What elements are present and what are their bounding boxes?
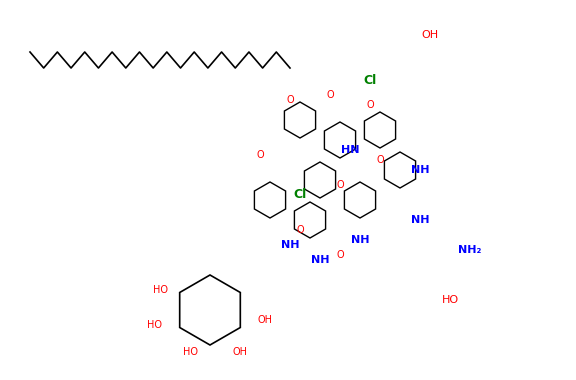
Text: HO: HO [441, 295, 458, 305]
Text: HN: HN [341, 145, 359, 155]
Text: NH: NH [351, 235, 369, 245]
Text: O: O [336, 180, 344, 190]
Text: NH₂: NH₂ [458, 245, 482, 255]
Text: NH: NH [310, 255, 329, 265]
Text: NH: NH [411, 165, 429, 175]
Text: HO: HO [147, 320, 162, 330]
Text: Cl: Cl [363, 73, 377, 87]
Text: OH: OH [233, 347, 248, 357]
Text: OH: OH [257, 315, 272, 325]
Text: NH: NH [411, 215, 429, 225]
Text: HO: HO [183, 347, 198, 357]
Text: O: O [326, 90, 334, 100]
Text: O: O [296, 225, 304, 235]
Text: NH: NH [281, 240, 300, 250]
Text: O: O [366, 100, 374, 110]
Text: O: O [376, 155, 384, 165]
Text: HO: HO [153, 285, 168, 295]
Text: O: O [286, 95, 294, 105]
Text: OH: OH [422, 30, 438, 40]
Text: O: O [336, 250, 344, 260]
Text: O: O [256, 150, 264, 160]
Text: Cl: Cl [293, 188, 306, 201]
